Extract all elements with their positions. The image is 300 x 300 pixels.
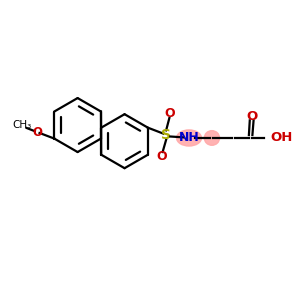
Text: OH: OH [270,131,292,145]
Ellipse shape [204,130,220,145]
Text: CH₃: CH₃ [12,120,31,130]
Text: NH: NH [179,131,200,145]
Text: O: O [165,107,175,120]
Ellipse shape [177,130,202,146]
Text: O: O [32,126,42,139]
Text: O: O [156,150,167,163]
Text: O: O [246,110,257,123]
Text: S: S [161,128,171,142]
